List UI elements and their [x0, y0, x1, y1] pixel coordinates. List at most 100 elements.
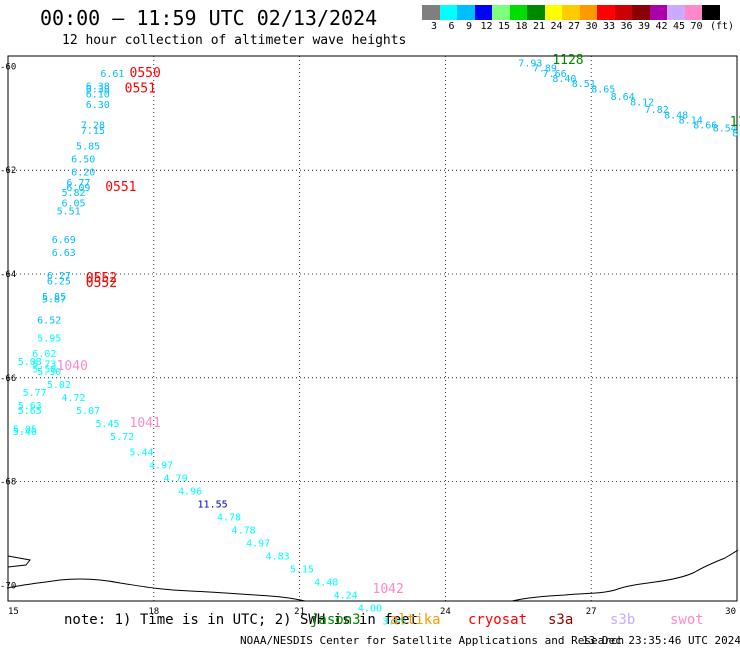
wave-height-value: 7.89 [533, 64, 557, 75]
wave-height-value: 4.78 [232, 526, 256, 537]
page-subtitle: 12 hour collection of altimeter wave hei… [62, 33, 407, 48]
wave-height-value: 6.52 [37, 315, 61, 326]
scale-label: 36 [620, 21, 633, 32]
wave-height-value: 6.38 [86, 82, 110, 93]
wave-height-value: 5.82 [61, 188, 85, 199]
wave-height-value: 6.02 [32, 349, 56, 360]
scale-label: 45 [673, 21, 686, 32]
page-title: 00:00 — 11:59 UTC 02/13/2024 [40, 6, 378, 30]
scale-swatch [667, 5, 685, 20]
scale-swatch [597, 5, 615, 20]
wave-height-value: 5.95 [37, 333, 61, 344]
wave-height-value: 4.79 [164, 474, 188, 485]
credit-line: NOAA/NESDIS Center for Satellite Applica… [240, 634, 625, 647]
wave-height-value: 6.61 [100, 69, 124, 80]
wave-height-value: 5.08 [18, 357, 42, 368]
wave-height-value: 7.66 [543, 69, 567, 80]
wave-height-value: 5.85 [42, 292, 66, 303]
map-grid [8, 56, 737, 601]
wave-height-value: 5.65 [18, 406, 42, 417]
wave-height-value: 8.14 [679, 115, 703, 126]
wave-height-value: 4.83 [266, 551, 290, 562]
wave-height-value: 6.27 [47, 271, 71, 282]
lon-tick-label: 27 [586, 607, 597, 617]
scale-swatch [439, 5, 457, 20]
wave-height-value: 6.25 [47, 276, 71, 287]
pass-time-label: 1129 [730, 115, 740, 130]
wave-height-value: 5.45 [95, 419, 119, 430]
wave-height-value: 3.99 [382, 616, 406, 627]
scale-swatch [649, 5, 667, 20]
lat-tick-label: -64 [0, 270, 16, 280]
lon-tick-label: 30 [725, 607, 736, 617]
wave-height-value: 4.96 [178, 487, 202, 498]
pass-time-label: 0552 [86, 276, 117, 291]
wave-height-value: 6.38 [86, 84, 110, 95]
lon-tick-label: 15 [8, 607, 19, 617]
scale-label: 15 [498, 21, 511, 32]
wave-height-value: 5.73 [32, 359, 56, 370]
wave-height-value: 5.85 [76, 141, 100, 152]
scale-label: 6 [448, 21, 455, 32]
wave-height-value: 6.20 [71, 167, 95, 178]
wave-height-value: 7.82 [645, 105, 669, 116]
scale-label: 27 [568, 21, 581, 32]
coastline [7, 555, 31, 568]
satellite-legend-item: jason3 [310, 612, 361, 628]
scale-swatch [457, 5, 475, 20]
lat-tick-label: -70 [0, 581, 16, 591]
lat-tick-label: -60 [0, 62, 16, 72]
wave-height-value: 8.48 [664, 110, 688, 121]
pass-time-label: 0551 [105, 180, 136, 195]
pass-time-label: 1042 [373, 582, 404, 597]
scale-label: 12 [480, 21, 493, 32]
satellite-legend-item: cryosat [468, 612, 528, 628]
wave-height-value: 6.50 [71, 154, 95, 165]
map-frame [7, 55, 738, 602]
pass-time-label: 1040 [57, 359, 88, 374]
wave-height-value: 6.77 [66, 178, 90, 189]
wave-height-value: 5.58 [32, 365, 56, 376]
lat-tick-label: -62 [0, 166, 16, 176]
wave-height-value: 7.28 [81, 121, 105, 132]
coastline [511, 549, 739, 602]
satellite-legend-item: altika [390, 612, 441, 628]
wave-height-value: 5.72 [110, 432, 134, 443]
wave-height-value: 6.69 [52, 235, 76, 246]
scale-label: 39 [638, 21, 651, 32]
scale-swatch [632, 5, 650, 20]
generation-timestamp: 13 Dec 23:35:46 UTC 2024 [582, 634, 740, 647]
wave-height-value: 5.87 [42, 295, 66, 306]
scale-swatch [492, 5, 510, 20]
wave-height-value: 6.10 [86, 90, 110, 101]
wave-height-value: 5.30 [37, 367, 61, 378]
wave-height-value: 8.54 [713, 123, 737, 134]
pass-time-label: 0552 [86, 271, 117, 286]
satellite-legend-item: s3a [548, 612, 574, 628]
footer-note: note: 1) Time is in UTC; 2) SWH is in fe… [64, 612, 419, 628]
scale-swatch [544, 5, 562, 20]
wave-height-value: 7.93 [518, 58, 542, 69]
wave-height-value: 8.12 [630, 97, 654, 108]
scale-swatch [702, 5, 720, 20]
wave-height-value: 4.24 [334, 590, 358, 601]
wave-height-value: 4.97 [149, 461, 173, 472]
scale-swatch [562, 5, 580, 20]
scale-swatch [684, 5, 702, 20]
wave-height-value: 5.63 [18, 401, 42, 412]
pass-time-label: 0550 [130, 66, 161, 81]
scale-label: 33 [603, 21, 616, 32]
lon-tick-label: 21 [294, 607, 305, 617]
wave-height-value: 6.09 [66, 183, 90, 194]
wave-height-value: 8.64 [611, 92, 635, 103]
wave-height-value: 11.55 [198, 500, 228, 511]
scale-swatch [474, 5, 492, 20]
wave-height-value: 4.72 [61, 393, 85, 404]
wave-height-value: 5.40 [13, 427, 37, 438]
scale-label: 70 [690, 21, 703, 32]
lat-tick-label: -66 [0, 374, 16, 384]
scale-swatch [579, 5, 597, 20]
scale-label: 9 [466, 21, 473, 32]
wave-height-value: 4.97 [246, 539, 270, 550]
